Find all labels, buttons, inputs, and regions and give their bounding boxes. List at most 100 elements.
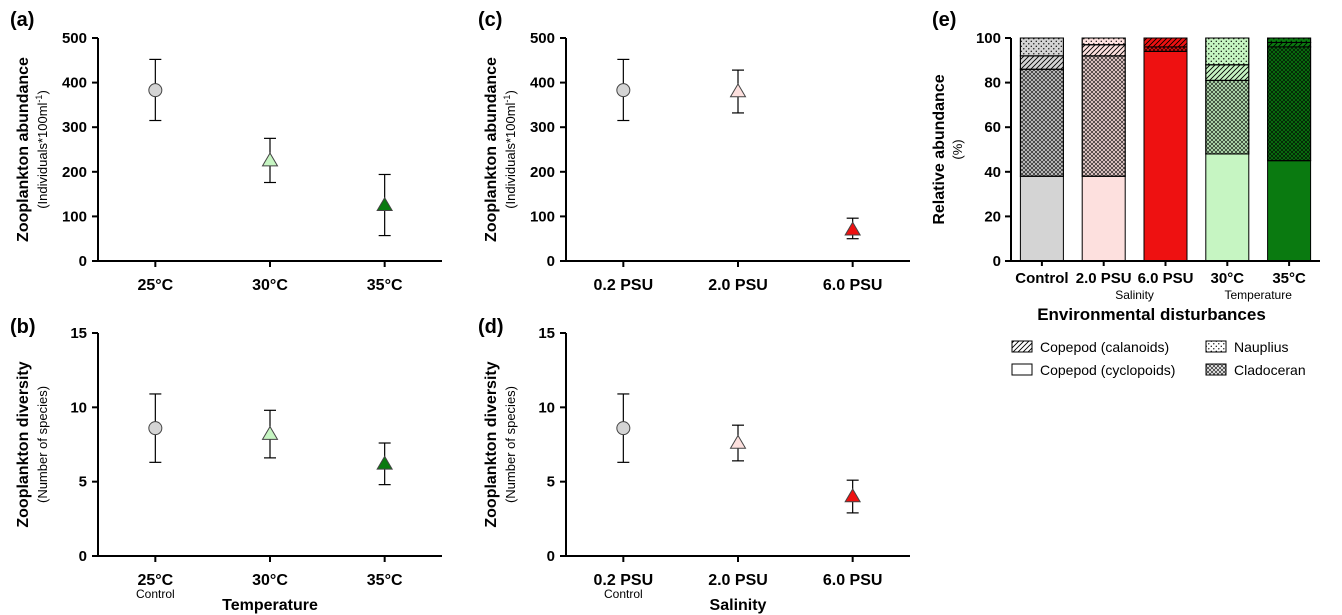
y-tick-label: 100 bbox=[62, 208, 87, 225]
legend: Copepod (calanoids) Nauplius Copepod (cycl… bbox=[1011, 339, 1306, 378]
legend-swatch-pattern bbox=[1205, 340, 1227, 353]
y-tick-label: 5 bbox=[547, 474, 555, 491]
bar-pattern bbox=[1267, 46, 1312, 162]
panel-label: (e) bbox=[932, 9, 956, 31]
bar-pattern bbox=[1081, 44, 1126, 57]
legend-label: Copepod (cyclopoids) bbox=[1040, 362, 1175, 378]
y-tick-label: 100 bbox=[530, 208, 555, 225]
x-tick-label: 2.0 PSU bbox=[708, 277, 768, 294]
panel-e: (e) Control 2.0 PSU 6.0 PSU 30°C 35°C Salinity… bbox=[931, 9, 1320, 378]
y-tick-label: 20 bbox=[984, 208, 1001, 225]
group-label: Temperature bbox=[1225, 288, 1293, 302]
x-tick-label: 25°C bbox=[137, 572, 173, 589]
x-tick-label: 30°C bbox=[252, 572, 288, 589]
x-tick-label: 35°C bbox=[367, 277, 403, 294]
panel-a: (a) 0 100 200 300 400 500 25°C 30°C 35°C Zooplankt… bbox=[10, 9, 442, 294]
bar-pattern bbox=[1081, 37, 1126, 46]
x-tick-label: 30°C bbox=[252, 277, 288, 294]
data-point bbox=[148, 421, 163, 436]
x-tick-label: 2.0 PSU bbox=[1076, 270, 1132, 287]
data-point bbox=[729, 83, 747, 98]
y-tick-label: 500 bbox=[530, 30, 555, 47]
panel-label: (c) bbox=[478, 9, 502, 31]
y-tick-label: 0 bbox=[547, 253, 555, 270]
y-tick-label: 300 bbox=[530, 119, 555, 136]
y-tick-label: 400 bbox=[530, 75, 555, 92]
y-axis-title: Zooplankton diversity bbox=[483, 361, 500, 527]
x-tick-label: 0.2 PSU bbox=[594, 572, 654, 589]
legend-label: Copepod (calanoids) bbox=[1040, 339, 1169, 355]
x-tick-label: 30°C bbox=[1211, 270, 1245, 287]
y-axis-title: Relative abundance bbox=[931, 74, 948, 224]
bar-segment bbox=[1019, 175, 1064, 262]
y-tick-label: 60 bbox=[984, 119, 1001, 136]
x-tick-label: 6.0 PSU bbox=[1138, 270, 1194, 287]
y-tick-label: 400 bbox=[62, 75, 87, 92]
y-tick-label: 200 bbox=[62, 164, 87, 181]
y-axis-title: Zooplankton abundance bbox=[483, 57, 500, 242]
bar-pattern bbox=[1267, 41, 1312, 48]
bar-segment bbox=[1143, 50, 1188, 262]
x-sublabel: Control bbox=[136, 587, 175, 601]
x-tick-label: 0.2 PSU bbox=[594, 277, 654, 294]
bar-pattern bbox=[1205, 37, 1250, 66]
x-tick-label: 6.0 PSU bbox=[823, 572, 883, 589]
bar-segment bbox=[1081, 175, 1126, 262]
y-tick-label: 15 bbox=[538, 325, 555, 342]
data-point bbox=[261, 425, 279, 440]
legend-swatch-pattern bbox=[1011, 340, 1033, 353]
y-tick-label: 0 bbox=[79, 548, 87, 565]
y-tick-label: 10 bbox=[538, 399, 555, 416]
bar-segment bbox=[1205, 153, 1250, 262]
data-point bbox=[844, 488, 862, 503]
y-tick-label: 500 bbox=[62, 30, 87, 47]
y-axis-subtitle: (%) bbox=[950, 139, 965, 159]
y-tick-label: 200 bbox=[530, 164, 555, 181]
data-point bbox=[376, 455, 394, 470]
bar-pattern bbox=[1143, 37, 1188, 48]
y-tick-label: 10 bbox=[70, 399, 87, 416]
y-axis-subtitle: (Individuals*100ml-1) bbox=[34, 90, 50, 209]
group-label: Salinity bbox=[1115, 288, 1154, 302]
y-tick-label: 0 bbox=[993, 253, 1001, 270]
y-tick-label: 0 bbox=[79, 253, 87, 270]
bar-pattern bbox=[1143, 46, 1188, 52]
panel-label: (a) bbox=[10, 9, 34, 31]
bar-pattern bbox=[1019, 37, 1064, 57]
panel-label: (b) bbox=[10, 316, 36, 338]
panel-c: (c) 0 100 200 300 400 500 0.2 PSU 2.0 PSU 6.0 PSU… bbox=[478, 9, 910, 294]
x-tick-label: 25°C bbox=[137, 277, 173, 294]
bar-pattern bbox=[1205, 64, 1250, 81]
data-point bbox=[844, 221, 862, 236]
bar-pattern bbox=[1019, 68, 1064, 177]
y-tick-label: 100 bbox=[976, 30, 1001, 47]
y-tick-label: 15 bbox=[70, 325, 87, 342]
data-point bbox=[616, 421, 631, 436]
x-axis-title: Temperature bbox=[222, 597, 318, 614]
legend-label: Nauplius bbox=[1234, 339, 1288, 355]
y-tick-label: 0 bbox=[547, 548, 555, 565]
legend-label: Cladoceran bbox=[1234, 362, 1306, 378]
data-point bbox=[729, 434, 747, 449]
data-point bbox=[376, 196, 394, 211]
legend-swatch bbox=[1011, 363, 1033, 376]
bar-pattern bbox=[1267, 37, 1312, 43]
y-axis-title: Zooplankton diversity bbox=[15, 361, 32, 527]
y-axis-subtitle: (Number of species) bbox=[503, 386, 518, 503]
y-axis-title: Zooplankton abundance bbox=[15, 57, 32, 242]
y-axis-subtitle: (Number of species) bbox=[35, 386, 50, 503]
data-point bbox=[261, 152, 279, 167]
x-tick-label: 35°C bbox=[1272, 270, 1306, 287]
y-tick-label: 40 bbox=[984, 164, 1001, 181]
legend-swatch-pattern bbox=[1205, 363, 1227, 376]
x-tick-label: Control bbox=[1015, 270, 1068, 287]
panel-label: (d) bbox=[478, 316, 504, 338]
data-point bbox=[616, 83, 631, 98]
y-tick-label: 5 bbox=[79, 474, 87, 491]
x-axis-title: Environmental disturbances bbox=[1037, 305, 1266, 324]
y-axis-subtitle: (Individuals*100ml-1) bbox=[502, 90, 518, 209]
x-tick-label: 6.0 PSU bbox=[823, 277, 883, 294]
